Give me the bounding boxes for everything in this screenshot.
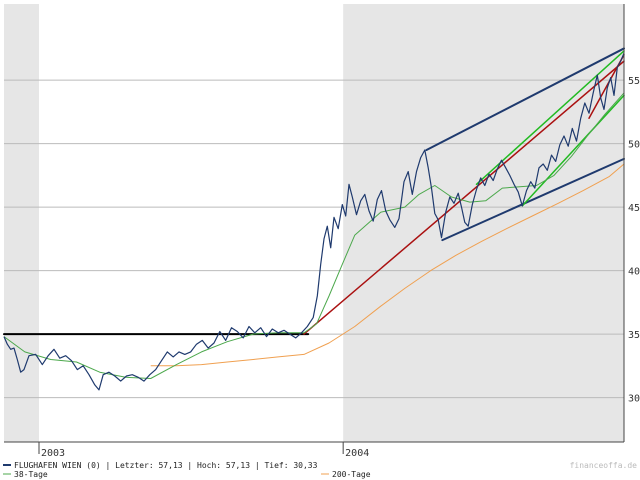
legend-38-tage: 38-Tage bbox=[14, 470, 48, 479]
legend: FLUGHAFEN WIEN (0) | Letzter: 57,13 | Ho… bbox=[3, 461, 637, 479]
y-tick-label-50: 50 bbox=[628, 140, 640, 151]
trendline-channel-lower-6 bbox=[521, 94, 625, 207]
y-tick-label-45: 45 bbox=[628, 203, 640, 214]
series-line-200-tage bbox=[150, 163, 625, 367]
trendline-channel-upper-3 bbox=[425, 47, 625, 151]
x-tick-label-2003: 2003 bbox=[41, 448, 65, 459]
legend-main-text: FLUGHAFEN WIEN (0) | Letzter: 57,13 | Ho… bbox=[14, 461, 318, 470]
series-line-price bbox=[3, 52, 625, 391]
axes: 30 35 40 45 50 55 2003 2004 bbox=[4, 4, 640, 459]
watermark: financeoffa.de bbox=[570, 461, 638, 470]
y-tick-label-30: 30 bbox=[628, 394, 640, 405]
y-tick-label-35: 35 bbox=[628, 330, 640, 341]
y-tick-label-55: 55 bbox=[628, 76, 640, 87]
trendline-channel-lower-4 bbox=[441, 157, 625, 242]
x-tick-label-2004: 2004 bbox=[345, 448, 369, 459]
year-shade-2002 bbox=[4, 4, 39, 442]
trendline-trend-1 bbox=[303, 60, 625, 335]
chart-series bbox=[3, 52, 625, 391]
year-shade-2004 bbox=[343, 4, 624, 442]
y-tick-label-40: 40 bbox=[628, 267, 640, 278]
chart-background bbox=[4, 4, 624, 442]
legend-200-tage: 200-Tage bbox=[332, 470, 371, 479]
